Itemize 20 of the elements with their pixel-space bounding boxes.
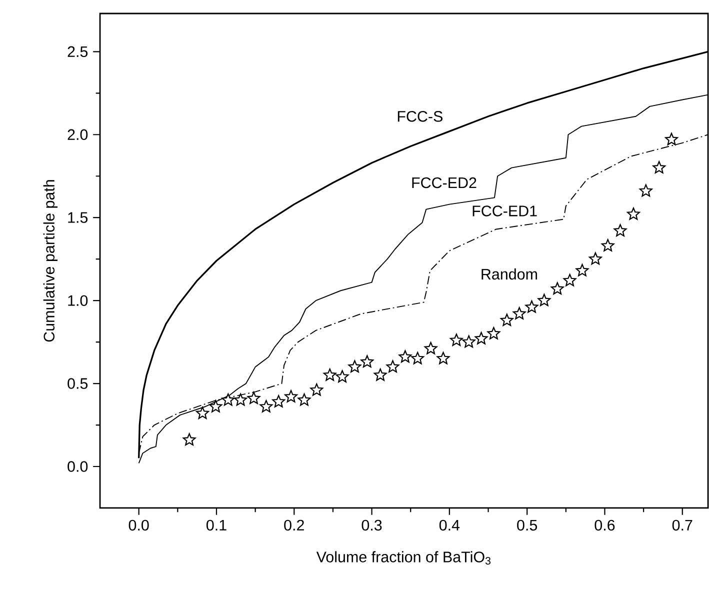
series-label: Random	[482, 268, 537, 280]
x-tick-label: 0.0	[128, 520, 149, 531]
series-label: FCC-ED1	[472, 206, 537, 216]
y-tick-label: 1.0	[68, 295, 88, 306]
y-tick-label: 2.0	[68, 129, 88, 140]
x-tick-label: 0.6	[594, 520, 615, 531]
x-tick-label: 0.2	[284, 520, 304, 531]
y-tick-label: 0.0	[68, 461, 88, 472]
series-label: FCC-S	[398, 111, 442, 122]
x-tick-label: 0.7	[672, 520, 692, 531]
x-tick-label: 0.4	[439, 520, 460, 531]
x-axis-title: Volume fraction of BaTiO$_{3}$	[316, 551, 491, 565]
y-axis-title: Cumulative particle path	[43, 180, 58, 342]
x-tick-label: 0.5	[517, 520, 538, 531]
series-label: FCC-ED2	[412, 177, 476, 188]
x-tick-label: 0.3	[362, 520, 382, 531]
y-tick-label: 1.5	[68, 212, 88, 223]
x-tick-label: 0.1	[206, 520, 226, 531]
y-tick-label: 0.5	[68, 378, 88, 389]
y-tick-label: 2.5	[68, 46, 88, 58]
